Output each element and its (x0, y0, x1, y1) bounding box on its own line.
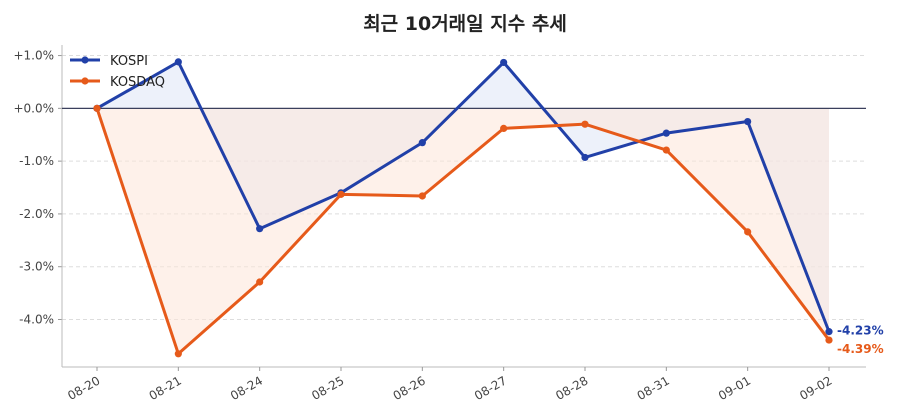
x-tick-label: 08-20 (65, 373, 102, 403)
legend-marker-kospi (81, 56, 89, 64)
x-tick-label: 08-25 (309, 373, 346, 403)
end-value-label: -4.39% (837, 342, 884, 356)
x-tick-label: 08-24 (228, 373, 265, 403)
data-point-kospi (744, 117, 752, 126)
data-point-kospi (825, 328, 833, 336)
series-line-kosdaq (95, 106, 831, 356)
data-point-kosdaq (256, 278, 264, 286)
data-point-kosdaq (744, 228, 752, 236)
legend-label-kosdaq: KOSDAQ (110, 75, 165, 90)
y-tick-label: -2.0% (19, 207, 54, 221)
y-tick-label: -4.0% (19, 312, 54, 326)
x-tick-label: 08-21 (147, 373, 184, 403)
data-point-kospi (174, 58, 182, 66)
y-tick-label: +1.0% (13, 49, 54, 63)
data-point-kosdaq (662, 146, 670, 154)
data-point-kospi (581, 153, 589, 162)
data-point-kosdaq (337, 190, 345, 198)
data-point-kospi (418, 139, 426, 147)
area-kosdaq (97, 108, 829, 354)
x-tick-label: 08-31 (635, 373, 672, 403)
data-point-kosdaq (174, 350, 182, 358)
series-line-kospi (95, 60, 831, 334)
x-tick-label: 09-01 (716, 373, 753, 403)
data-point-kosdaq (581, 120, 589, 128)
x-tick-label: 08-26 (391, 373, 428, 403)
data-point-kosdaq (93, 104, 101, 112)
data-point-kosdaq (418, 192, 426, 200)
end-value-label: -4.23% (837, 324, 884, 338)
data-point-kospi (256, 225, 264, 233)
x-tick-label: 08-28 (553, 373, 590, 403)
legend-marker-kosdaq (81, 77, 89, 85)
chart-title: 최근 10거래일 지수 추세 (363, 13, 567, 35)
legend-label-kospi: KOSPI (110, 54, 148, 69)
y-tick-label: -1.0% (19, 154, 54, 168)
y-tick-label: +0.0% (13, 101, 54, 115)
data-point-kospi (500, 58, 508, 67)
x-tick-label: 08-27 (472, 373, 509, 403)
y-tick-label: -3.0% (19, 260, 54, 274)
x-tick-label: 09-02 (797, 373, 834, 403)
data-point-kospi (662, 129, 670, 137)
data-point-kosdaq (825, 336, 833, 344)
data-point-kosdaq (500, 124, 508, 133)
